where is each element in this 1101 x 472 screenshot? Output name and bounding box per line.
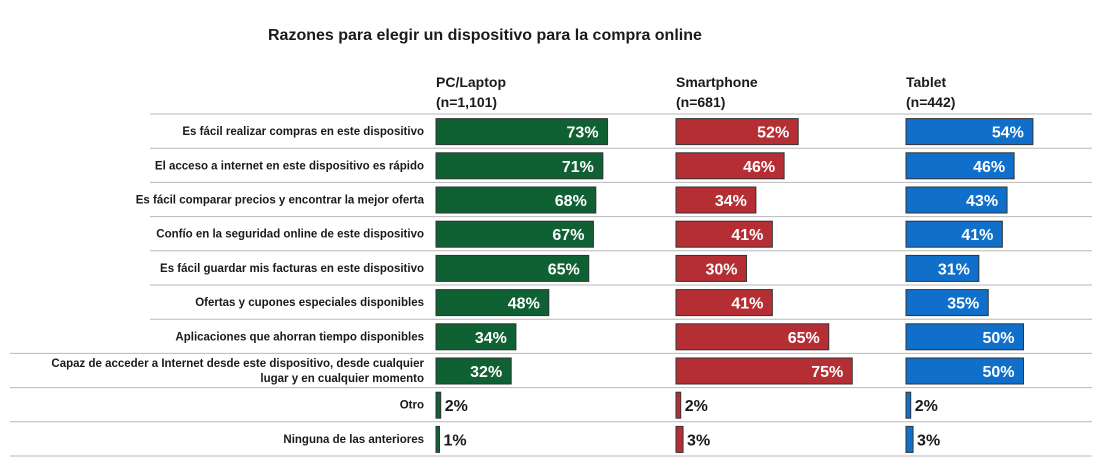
series-n-label-1: (n=681) xyxy=(676,94,725,110)
bar-tablet-2 xyxy=(905,186,1008,214)
value-label: 3% xyxy=(917,432,940,449)
value-label: 2% xyxy=(445,398,468,415)
bar-pc-laptop-9 xyxy=(435,425,440,453)
bar-smartphone-6 xyxy=(675,323,830,351)
row-separators xyxy=(10,113,1092,457)
category-label: lugar y en cualquier momento xyxy=(260,373,424,385)
value-label: 34% xyxy=(475,330,507,347)
bar-pc-laptop-8 xyxy=(435,391,442,419)
value-label: 48% xyxy=(508,296,540,313)
category-label: Otro xyxy=(400,400,424,412)
bar-pc-laptop-4 xyxy=(435,254,590,282)
bar-tablet-1 xyxy=(905,152,1015,180)
value-label: 50% xyxy=(982,364,1014,381)
value-label: 41% xyxy=(961,227,993,244)
value-label: 68% xyxy=(555,193,587,210)
series-name-2: Tablet xyxy=(906,74,947,90)
value-label: 67% xyxy=(552,227,584,244)
bar-tablet-6 xyxy=(905,323,1024,351)
bar-smartphone-8 xyxy=(675,391,682,419)
series-n-label-0: (n=1,101) xyxy=(436,94,497,110)
value-label: 65% xyxy=(548,261,580,278)
bar-tablet-4 xyxy=(905,254,980,282)
category-label: El acceso a internet en este dispositivo… xyxy=(155,160,424,172)
category-labels: Es fácil realizar compras en este dispos… xyxy=(51,126,424,446)
column-headers: PC/Laptop (n=1,101) Smartphone (n=681) Table… xyxy=(436,74,955,110)
value-label: 54% xyxy=(992,125,1024,142)
bar-pc-laptop-1 xyxy=(435,152,604,180)
value-label: 30% xyxy=(705,261,737,278)
bar-smartphone-0 xyxy=(675,118,799,146)
value-label: 46% xyxy=(973,159,1005,176)
category-label: Ofertas y cupones especiales disponibles xyxy=(195,297,424,309)
value-label: 43% xyxy=(966,193,998,210)
bar-smartphone-3 xyxy=(675,220,773,248)
value-label: 1% xyxy=(444,432,467,449)
bar-pc-laptop-0 xyxy=(435,118,609,146)
value-label: 46% xyxy=(743,159,775,176)
value-label: 50% xyxy=(982,330,1014,347)
bar-tablet-9 xyxy=(905,425,914,453)
category-label: Confío en la seguridad online de este di… xyxy=(156,229,424,241)
value-label: 35% xyxy=(947,296,979,313)
value-label: 71% xyxy=(562,159,594,176)
bar-smartphone-2 xyxy=(675,186,757,214)
bar-tablet-0 xyxy=(905,118,1034,146)
chart-title: Razones para elegir un dispositivo para … xyxy=(268,27,702,44)
bar-pc-laptop-2 xyxy=(435,186,597,214)
bar-smartphone-9 xyxy=(675,425,684,453)
bar-tablet-3 xyxy=(905,220,1003,248)
value-label: 2% xyxy=(915,398,938,415)
category-label: Es fácil comparar precios y encontrar la… xyxy=(136,195,425,207)
value-label: 73% xyxy=(567,125,599,142)
value-label: 52% xyxy=(757,125,789,142)
category-label: Es fácil realizar compras en este dispos… xyxy=(182,126,424,138)
series-name-1: Smartphone xyxy=(676,74,758,90)
category-label: Es fácil guardar mis facturas en este di… xyxy=(160,263,424,275)
bar-pc-laptop-7 xyxy=(435,357,512,385)
category-label: Aplicaciones que ahorran tiempo disponib… xyxy=(175,331,424,343)
bar-pc-laptop-5 xyxy=(435,289,550,317)
value-label: 31% xyxy=(938,261,970,278)
category-label: Capaz de acceder a Internet desde este d… xyxy=(51,358,424,370)
value-label: 41% xyxy=(731,296,763,313)
value-labels: 73%71%68%67%65%48%34%32%2%1%52%46%34%41%… xyxy=(444,125,1024,450)
value-label: 65% xyxy=(788,330,820,347)
bar-smartphone-5 xyxy=(675,289,773,317)
value-label: 34% xyxy=(715,193,747,210)
value-label: 3% xyxy=(687,432,710,449)
bar-pc-laptop-6 xyxy=(435,323,517,351)
bars xyxy=(435,118,1034,453)
bar-smartphone-1 xyxy=(675,152,785,180)
bar-smartphone-7 xyxy=(675,357,853,385)
bar-tablet-8 xyxy=(905,391,912,419)
series-n-label-2: (n=442) xyxy=(906,94,955,110)
bar-tablet-5 xyxy=(905,289,989,317)
value-label: 75% xyxy=(811,364,843,381)
category-label: Ninguna de las anteriores xyxy=(283,434,424,446)
value-label: 32% xyxy=(470,364,502,381)
value-label: 2% xyxy=(685,398,708,415)
bar-pc-laptop-3 xyxy=(435,220,594,248)
bar-tablet-7 xyxy=(905,357,1024,385)
bar-smartphone-4 xyxy=(675,254,747,282)
series-name-0: PC/Laptop xyxy=(436,74,506,90)
value-label: 41% xyxy=(731,227,763,244)
